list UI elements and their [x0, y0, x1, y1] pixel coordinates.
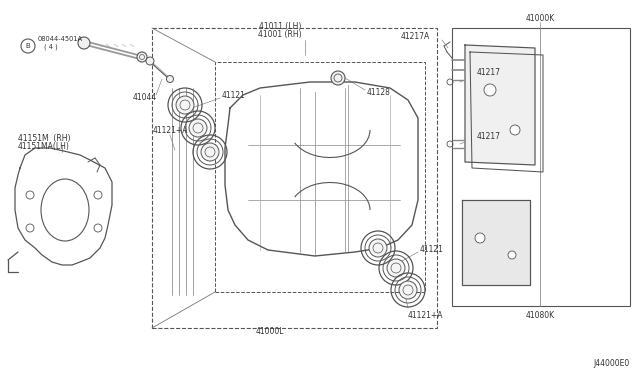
Text: 08044-4501A: 08044-4501A: [38, 36, 83, 42]
Circle shape: [26, 224, 34, 232]
Text: 41217: 41217: [477, 67, 501, 77]
Circle shape: [369, 239, 387, 257]
Text: B: B: [26, 43, 30, 49]
Circle shape: [475, 233, 485, 243]
Circle shape: [94, 191, 102, 199]
Text: J44000E0: J44000E0: [594, 359, 630, 369]
Ellipse shape: [41, 179, 89, 241]
Text: 41121+A: 41121+A: [153, 125, 189, 135]
Circle shape: [387, 259, 405, 277]
Text: 41044: 41044: [133, 93, 157, 102]
Text: 41151M  (RH): 41151M (RH): [18, 134, 70, 142]
Text: 41121+A: 41121+A: [408, 311, 444, 321]
Text: 41000K: 41000K: [525, 13, 555, 22]
Bar: [215, 62, 425, 292]
Text: 41217A: 41217A: [401, 32, 430, 41]
Circle shape: [189, 119, 207, 137]
Text: 41001 (RH): 41001 (RH): [258, 29, 302, 38]
Circle shape: [399, 281, 417, 299]
Circle shape: [94, 224, 102, 232]
Text: 41000L: 41000L: [256, 327, 284, 337]
Text: ( 4 ): ( 4 ): [44, 44, 58, 50]
Bar: [152, 28, 437, 328]
Circle shape: [510, 125, 520, 135]
Polygon shape: [465, 45, 535, 165]
Circle shape: [166, 76, 173, 83]
Circle shape: [26, 191, 34, 199]
Text: 41121: 41121: [420, 246, 444, 254]
Circle shape: [137, 52, 147, 62]
Circle shape: [331, 71, 345, 85]
Circle shape: [201, 143, 219, 161]
Text: 41080K: 41080K: [525, 311, 555, 321]
Text: 41128: 41128: [367, 87, 391, 96]
Text: 41151MA(LH): 41151MA(LH): [18, 141, 70, 151]
Polygon shape: [462, 200, 530, 285]
Circle shape: [78, 37, 90, 49]
Bar: [452, 28, 630, 306]
Text: 41121: 41121: [222, 90, 246, 99]
Text: 41217: 41217: [477, 131, 501, 141]
Circle shape: [484, 84, 496, 96]
Circle shape: [146, 57, 154, 65]
Circle shape: [176, 96, 194, 114]
Text: 41011 (LH): 41011 (LH): [259, 22, 301, 31]
Circle shape: [508, 251, 516, 259]
